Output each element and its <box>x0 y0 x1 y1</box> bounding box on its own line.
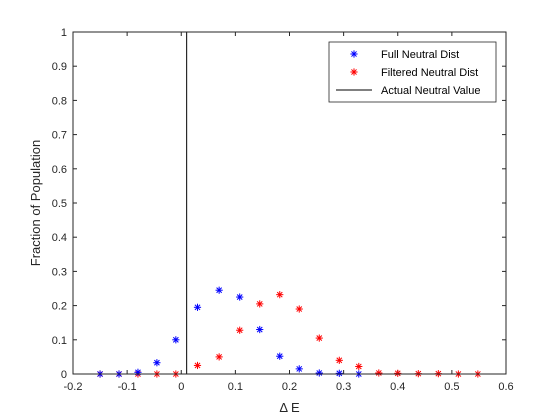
data-point <box>256 300 263 307</box>
data-point <box>316 334 323 341</box>
y-tick-label: 0.5 <box>52 198 67 210</box>
legend: Full Neutral Dist Filtered Neutral Dist Ac… <box>329 42 496 102</box>
legend-marker <box>350 50 357 57</box>
data-point <box>172 336 179 343</box>
legend-label: Full Neutral Dist <box>381 49 459 61</box>
data-point <box>296 365 303 372</box>
data-point <box>336 357 343 364</box>
data-point <box>236 327 243 334</box>
legend-label: Filtered Neutral Dist <box>381 67 478 79</box>
y-tick-label: 1 <box>61 27 67 39</box>
data-point <box>216 287 223 294</box>
y-tick-label: 0.2 <box>52 301 67 313</box>
data-point <box>276 353 283 360</box>
x-tick-label: 0.5 <box>444 381 459 393</box>
data-point <box>375 369 382 376</box>
data-point <box>316 369 323 376</box>
data-point <box>256 326 263 333</box>
y-tick-label: 0 <box>61 369 67 381</box>
data-point <box>134 369 141 376</box>
x-tick-label: 0.3 <box>336 381 351 393</box>
x-axis-title: Δ E <box>279 400 300 415</box>
y-tick-label: 0.3 <box>52 266 67 278</box>
x-tick-label: -0.2 <box>64 381 83 393</box>
legend-marker <box>350 68 357 75</box>
data-point <box>216 353 223 360</box>
data-point <box>336 370 343 377</box>
y-tick-label: 0.7 <box>52 130 67 142</box>
data-point <box>276 291 283 298</box>
x-tick-label: -0.1 <box>118 381 137 393</box>
data-point <box>194 304 201 311</box>
y-tick-label: 0.9 <box>52 61 67 73</box>
legend-label: Actual Neutral Value <box>381 85 480 97</box>
data-point <box>194 362 201 369</box>
x-tick-label: 0.2 <box>282 381 297 393</box>
y-tick-label: 0.8 <box>52 95 67 107</box>
data-point <box>153 359 160 366</box>
data-point <box>394 370 401 377</box>
data-point <box>236 293 243 300</box>
y-tick-label: 0.6 <box>52 164 67 176</box>
x-tick-label: 0.1 <box>228 381 243 393</box>
y-tick-label: 0.1 <box>52 335 67 347</box>
x-tick-label: 0.6 <box>498 381 513 393</box>
data-point <box>355 363 362 370</box>
data-point <box>296 305 303 312</box>
y-axis-title: Fraction of Population <box>28 140 43 266</box>
x-tick-label: 0.4 <box>390 381 405 393</box>
y-tick-label: 0.4 <box>52 232 67 244</box>
x-tick-label: 0 <box>178 381 184 393</box>
